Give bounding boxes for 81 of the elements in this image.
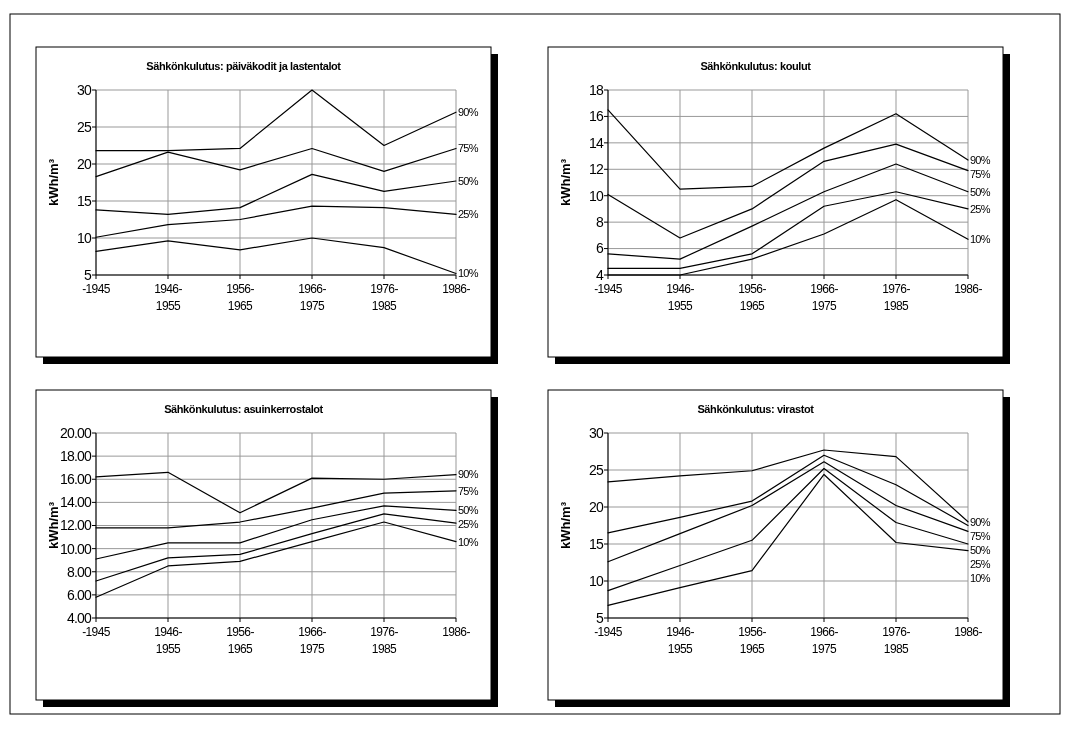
- series-label: 50%: [458, 174, 479, 187]
- chart-title: Sähkönkulutus: asuinkerrostalot: [164, 403, 324, 415]
- y-tick-label: 8: [596, 214, 604, 231]
- y-tick-label: 6: [596, 240, 604, 257]
- y-tick-label: 20: [77, 155, 92, 172]
- x-tick-label: 1946-1955: [154, 282, 183, 313]
- x-tick-label: -1945: [82, 282, 111, 296]
- y-axis-title: kWh/m³: [558, 158, 573, 206]
- x-tick-label: -1945: [82, 625, 111, 639]
- y-axis-title: kWh/m³: [46, 501, 61, 549]
- x-tick-label: 1956-1965: [226, 625, 255, 656]
- y-tick-label: 18: [589, 81, 604, 98]
- x-tick-label: 1986-: [442, 282, 471, 296]
- y-tick-label: 30: [77, 81, 92, 98]
- series-label: 75%: [970, 167, 991, 180]
- x-tick-label: 1946-1955: [154, 625, 183, 656]
- y-tick-label: 25: [77, 118, 92, 135]
- y-tick-label: 15: [77, 192, 92, 209]
- series-label: 90%: [970, 153, 991, 166]
- x-tick-label: -1945: [594, 282, 623, 296]
- y-tick-label: 10.00: [59, 540, 92, 557]
- x-tick-label: 1976-1985: [882, 625, 911, 656]
- y-tick-label: 16.00: [59, 471, 92, 488]
- x-tick-label: 1986-: [954, 625, 983, 639]
- y-tick-label: 25: [589, 461, 604, 478]
- x-tick-label: 1956-1965: [226, 282, 255, 313]
- series-label: 90%: [970, 515, 991, 528]
- series-label: 10%: [458, 535, 479, 548]
- y-tick-label: 4: [596, 266, 604, 283]
- x-tick-label: 1946-1955: [666, 282, 695, 313]
- y-axis-title: kWh/m³: [558, 501, 573, 549]
- series-label: 25%: [970, 557, 991, 570]
- x-tick-label: 1946-1955: [666, 625, 695, 656]
- x-tick-label: 1966-1975: [810, 282, 839, 313]
- x-tick-label: 1986-: [954, 282, 983, 296]
- series-label: 75%: [970, 529, 991, 542]
- x-tick-label: 1966-1975: [298, 625, 327, 656]
- y-tick-label: 30: [589, 424, 604, 441]
- series-label: 25%: [458, 208, 479, 221]
- y-tick-label: 14.00: [59, 494, 92, 511]
- chart-title: Sähkönkulutus: koulut: [700, 60, 812, 72]
- x-tick-label: 1976-1985: [370, 282, 399, 313]
- y-tick-label: 10: [77, 229, 92, 246]
- y-tick-label: 10: [589, 572, 604, 589]
- series-label: 90%: [458, 106, 479, 119]
- y-tick-label: 14: [589, 134, 604, 151]
- x-tick-label: 1966-1975: [810, 625, 839, 656]
- y-tick-label: 20.00: [59, 424, 92, 441]
- series-label: 75%: [458, 142, 479, 155]
- chart-title: Sähkönkulutus: virastot: [697, 403, 815, 415]
- y-tick-label: 20: [589, 498, 604, 515]
- y-tick-label: 12: [589, 161, 604, 178]
- series-label: 50%: [970, 543, 991, 556]
- y-tick-label: 12.00: [59, 517, 92, 534]
- y-tick-label: 8.00: [66, 563, 92, 580]
- y-tick-label: 5: [84, 266, 92, 283]
- series-label: 25%: [458, 518, 479, 531]
- y-tick-label: 4.00: [66, 609, 92, 626]
- series-label: 90%: [458, 468, 479, 481]
- y-tick-label: 15: [589, 535, 604, 552]
- series-label: 50%: [458, 504, 479, 517]
- y-axis-title: kWh/m³: [46, 158, 61, 206]
- y-tick-label: 16: [589, 108, 604, 125]
- series-label: 25%: [970, 202, 991, 215]
- series-label: 75%: [458, 484, 479, 497]
- chart-title: Sähkönkulutus: päiväkodit ja lastentalot: [146, 60, 342, 72]
- x-tick-label: 1956-1965: [738, 625, 767, 656]
- y-tick-label: 18.00: [59, 448, 92, 465]
- series-label: 50%: [970, 185, 991, 198]
- x-tick-label: 1976-1985: [370, 625, 399, 656]
- x-tick-label: 1956-1965: [738, 282, 767, 313]
- x-tick-label: -1945: [594, 625, 623, 639]
- x-tick-label: 1976-1985: [882, 282, 911, 313]
- series-label: 10%: [458, 267, 479, 280]
- series-label: 10%: [970, 571, 991, 584]
- series-label: 10%: [970, 233, 991, 246]
- y-tick-label: 5: [596, 609, 604, 626]
- x-tick-label: 1986-: [442, 625, 471, 639]
- y-tick-label: 10: [589, 187, 604, 204]
- x-tick-label: 1966-1975: [298, 282, 327, 313]
- y-tick-label: 6.00: [66, 586, 92, 603]
